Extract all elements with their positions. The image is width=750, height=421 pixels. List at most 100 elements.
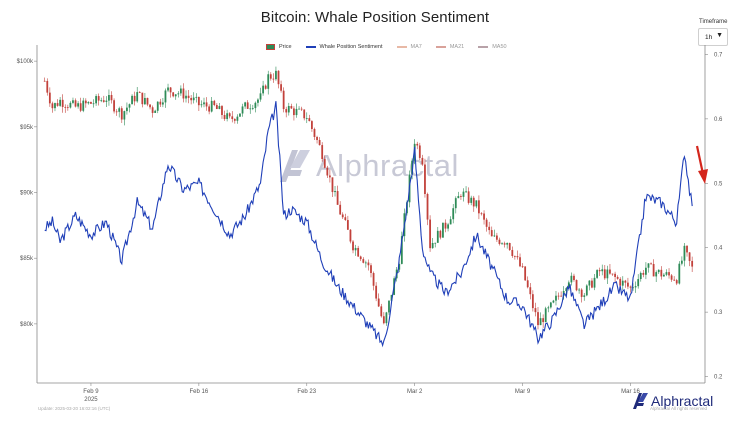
line-icon — [396, 46, 407, 48]
price-candle — [54, 103, 56, 109]
x-tick-label: Feb 9 — [83, 389, 99, 395]
price-candle — [619, 278, 622, 286]
price-candle — [678, 263, 681, 284]
price-candle — [377, 298, 380, 307]
price-candle — [298, 108, 300, 110]
price-candle — [591, 280, 593, 288]
price-candle — [341, 214, 344, 218]
price-candle — [323, 159, 326, 168]
price-candle — [573, 275, 575, 281]
price-candle — [233, 119, 236, 121]
chart-legend: Price Whale Position Sentiment MA7 MA21 … — [266, 42, 521, 52]
price-candle — [326, 167, 329, 176]
arrow-head-icon — [698, 169, 708, 184]
price-candle — [560, 295, 563, 297]
price-candle — [621, 280, 624, 286]
right-axis-ticks: 0.2 0.3 0.4 0.5 0.6 0.7 — [705, 52, 723, 381]
price-candle — [460, 196, 462, 197]
price-candle — [328, 175, 331, 178]
price-candle — [287, 105, 290, 113]
price-candle — [385, 312, 388, 324]
price-candle — [485, 219, 488, 227]
price-candle — [537, 312, 539, 326]
price-candle — [316, 136, 318, 141]
price-candle — [609, 269, 611, 274]
x-axis-ticks: Feb 9 Feb 16 Feb 23 Mar 2 Mar 9 Mar 16 2025 — [83, 383, 640, 403]
price-candle — [531, 294, 534, 309]
price-candle — [277, 70, 280, 85]
legend-item-ma7[interactable]: MA7 — [396, 44, 422, 50]
price-candle — [673, 279, 676, 281]
price-candle — [92, 103, 95, 105]
price-candle — [51, 103, 54, 109]
price-candle — [126, 107, 128, 112]
left-tick-label: $90k — [20, 191, 34, 197]
price-candle — [424, 164, 426, 194]
price-candle — [575, 280, 578, 291]
price-candle — [686, 245, 688, 253]
price-candle — [334, 191, 336, 193]
price-candle — [59, 99, 62, 106]
price-candle — [357, 247, 360, 257]
chevron-down-icon: ▼ — [716, 32, 723, 39]
price-candle — [513, 255, 516, 257]
price-candle — [156, 101, 159, 111]
price-candle — [588, 280, 591, 286]
price-candle — [223, 114, 226, 120]
price-candle — [77, 103, 80, 107]
legend-item-ma21[interactable]: MA21 — [435, 44, 464, 50]
legend-item-ma50[interactable]: MA50 — [478, 44, 507, 50]
legend-label: Whale Position Sentiment — [319, 44, 383, 50]
legend-item-price[interactable]: Price — [266, 44, 292, 50]
price-candle — [488, 226, 491, 231]
alphractal-logo-icon — [633, 393, 648, 409]
price-candle — [567, 282, 570, 289]
left-tick-label: $85k — [20, 256, 34, 262]
price-candle — [269, 74, 272, 79]
price-candle — [570, 275, 573, 283]
price-candle — [313, 129, 316, 137]
left-axis-ticks: $80k $85k $90k $95k $100k — [17, 59, 37, 328]
price-candle — [72, 100, 74, 103]
price-candle — [249, 108, 252, 110]
price-candle — [197, 96, 200, 106]
price-candle — [239, 113, 241, 117]
price-candle — [221, 106, 223, 115]
price-candle — [627, 282, 629, 287]
price-candle — [218, 106, 221, 109]
brand-logo[interactable]: Alphractal — [631, 392, 713, 410]
price-candle — [490, 230, 493, 237]
price-candle — [637, 279, 640, 287]
line-icon — [435, 46, 446, 48]
price-candle — [151, 107, 154, 113]
price-candle — [131, 95, 133, 105]
price-candle — [264, 85, 267, 89]
price-candle — [596, 270, 598, 278]
price-candle — [472, 197, 475, 207]
timeframe-value: 1h — [705, 33, 713, 41]
timeframe-select[interactable]: 1h ▼ — [698, 28, 728, 46]
price-candle — [82, 100, 85, 111]
brand-name: Alphractal — [651, 393, 714, 409]
price-candle — [370, 265, 372, 274]
brand-rights: Alphractal All rights reserved — [650, 406, 708, 411]
price-candle — [285, 109, 288, 113]
price-candle — [182, 88, 185, 99]
price-candle — [79, 103, 82, 111]
price-candle — [138, 92, 141, 93]
price-candle — [311, 121, 313, 130]
price-candle — [388, 300, 390, 313]
price-candle — [318, 140, 321, 146]
legend-item-whale-sentiment[interactable]: Whale Position Sentiment — [305, 44, 383, 50]
price-candle — [228, 113, 231, 117]
price-candle — [529, 287, 532, 295]
price-candle — [578, 289, 581, 291]
price-candle — [159, 101, 162, 105]
watermark-text: Alphractal — [316, 148, 459, 183]
price-candle — [547, 307, 550, 309]
price-candle — [344, 217, 347, 221]
price-candle — [115, 111, 118, 113]
price-candle — [48, 92, 51, 104]
price-candle — [246, 102, 249, 109]
